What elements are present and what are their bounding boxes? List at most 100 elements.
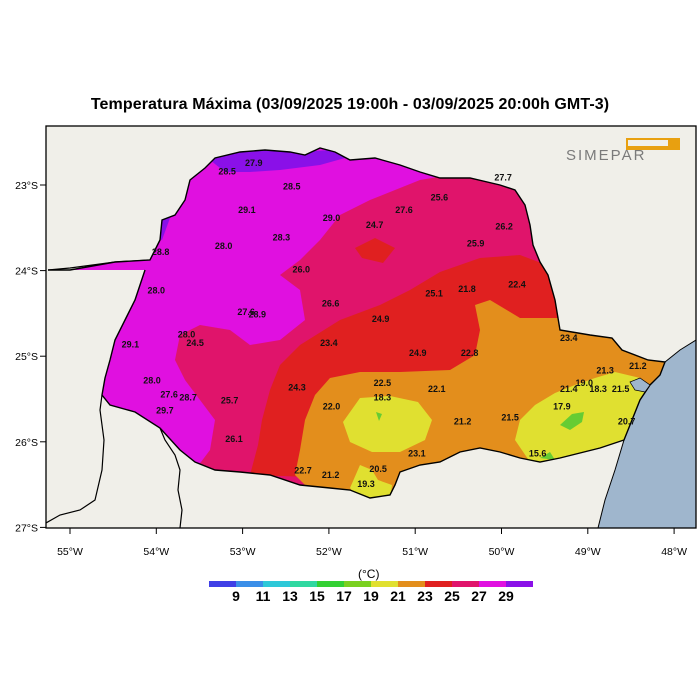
station-value: 27.7 (494, 173, 512, 183)
station-value: 27.9 (245, 158, 263, 168)
zone-lt-19-east (560, 412, 584, 430)
zone-lt-19-central (376, 412, 382, 421)
border-west (46, 394, 105, 524)
lat-tick-label: 23°S (15, 180, 38, 192)
station-value: 18.3 (374, 393, 392, 403)
station-value: 24.9 (372, 314, 390, 324)
station-value: 26.0 (293, 264, 311, 274)
legend-swatch (236, 581, 263, 587)
station-value: 29.7 (156, 406, 174, 416)
logo-text: SIMEPAR (566, 147, 646, 164)
legend-swatch (209, 581, 236, 587)
legend-swatch (290, 581, 317, 587)
station-value: 28.0 (148, 286, 166, 296)
lat-tick-label: 27°S (15, 522, 38, 534)
station-value: 21.8 (458, 284, 476, 294)
legend-swatch (452, 581, 479, 587)
station-value: 28.7 (179, 393, 197, 403)
station-value: 24.9 (409, 348, 427, 358)
lon-tick-label: 49°W (575, 546, 601, 558)
station-value: 17.9 (553, 401, 571, 411)
color-legend: (°C) 9 11 13 15 17 19 21 23 25 27 29 (209, 567, 533, 604)
station-labels: 27.9 28.5 28.5 27.7 25.6 29.1 27.6 29.0 24.7 26.2… (122, 158, 647, 489)
station-value: 22.7 (294, 466, 312, 476)
station-value: 28.0 (215, 241, 233, 251)
station-value: 28.3 (273, 233, 291, 243)
border-misiones (159, 427, 183, 528)
lon-tick-label: 50°W (489, 546, 515, 558)
lon-tick-label: 53°W (230, 546, 256, 558)
logo-mark-cut (628, 140, 668, 146)
station-value: 22.1 (428, 384, 446, 394)
legend-label: 21 (390, 588, 406, 604)
station-value: 19.0 (576, 378, 594, 388)
station-value: 24.5 (186, 338, 204, 348)
zone-23-25-island (355, 238, 395, 263)
station-value: 26.6 (322, 299, 340, 309)
station-value: 24.3 (288, 382, 306, 392)
station-value: 25.1 (425, 288, 443, 298)
station-value: 26.2 (495, 222, 513, 232)
station-value: 27.6 (237, 307, 255, 317)
legend-swatch (317, 581, 344, 587)
legend-swatch (344, 581, 371, 587)
lat-tick-label: 24°S (15, 266, 38, 278)
axis-ticks: 55°W 54°W 53°W 52°W 51°W 50°W 49°W 48°W 23°S 24°S… (15, 180, 687, 558)
station-value: 26.1 (225, 434, 243, 444)
lat-tick-label: 25°S (15, 351, 38, 363)
parana-state-border (48, 147, 666, 499)
station-value: 18.3 (589, 384, 607, 394)
station-value: 20.7 (618, 417, 636, 427)
legend-label: 23 (417, 588, 433, 604)
station-value: 22.5 (374, 378, 392, 388)
legend-swatch (479, 581, 506, 587)
station-value: 28.0 (178, 329, 196, 339)
station-value: 22.4 (508, 280, 526, 290)
station-value: 21.5 (612, 384, 630, 394)
station-value: 25.7 (221, 395, 239, 405)
legend-swatch (398, 581, 425, 587)
legend-swatch (371, 581, 398, 587)
station-value: 24.7 (366, 220, 384, 230)
station-value: 23.4 (560, 333, 578, 343)
station-value: 21.3 (596, 365, 614, 375)
zone-gt-29 (210, 150, 345, 172)
station-value: 25.6 (431, 192, 449, 202)
station-value: 21.5 (501, 412, 519, 422)
legend-label: 13 (282, 588, 298, 604)
lon-tick-label: 48°W (661, 546, 687, 558)
map-frame (45, 125, 697, 529)
legend-label: 25 (444, 588, 460, 604)
legend-swatch (506, 581, 533, 587)
zone-19-21-south (350, 465, 392, 498)
station-value: 21.2 (454, 417, 472, 427)
lon-tick-label: 52°W (316, 546, 342, 558)
legend-unit: (°C) (358, 567, 379, 581)
station-value: 23.1 (408, 448, 426, 458)
lat-tick-label: 26°S (15, 437, 38, 449)
station-value: 22.0 (323, 401, 341, 411)
legend-label: 11 (256, 588, 271, 604)
legend-label: 17 (336, 588, 352, 604)
station-value: 28.5 (283, 181, 301, 191)
station-value: 28.5 (218, 167, 236, 177)
map-title: Temperatura Máxima (03/09/2025 19:00h - … (90, 96, 610, 113)
border-coast-sc (597, 439, 625, 528)
station-value: 23.4 (320, 338, 338, 348)
station-value: 29.1 (122, 340, 140, 350)
lon-tick-label: 54°W (143, 546, 169, 558)
border-coast-sp (664, 339, 696, 363)
legend-label: 29 (498, 588, 514, 604)
legend-label: 19 (363, 588, 379, 604)
legend-label: 15 (309, 588, 325, 604)
station-value: 21.2 (629, 361, 647, 371)
legend-label: 27 (471, 588, 487, 604)
station-value: 25.9 (467, 239, 485, 249)
station-value: 29.1 (238, 205, 256, 215)
ocean (598, 340, 696, 528)
station-value: 21.4 (560, 384, 578, 394)
zone-19-21-central (343, 396, 432, 452)
station-value: 21.2 (322, 470, 340, 480)
legend-swatch (425, 581, 452, 587)
